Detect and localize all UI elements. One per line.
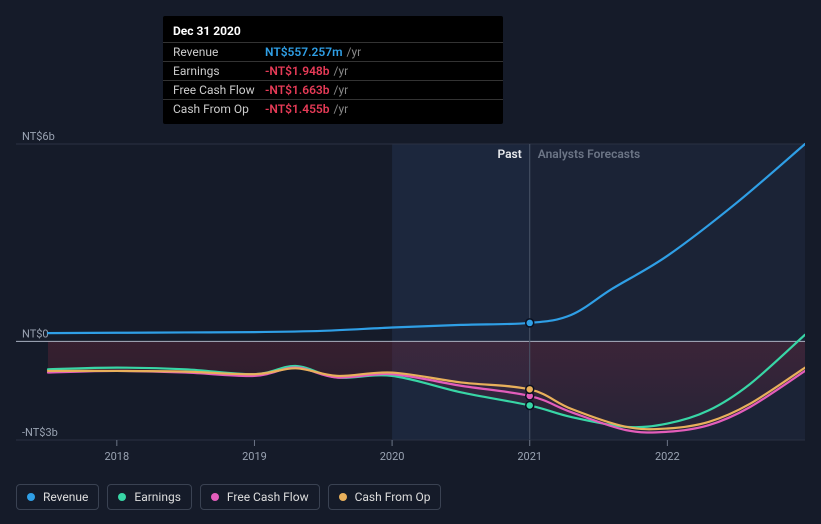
tooltip-value: NT$557.257m [265,45,343,59]
legend-label: Free Cash Flow [227,490,309,504]
tooltip-title: Dec 31 2020 [163,22,503,42]
svg-text:NT$6b: NT$6b [22,130,55,143]
legend-dot [339,493,347,501]
tooltip-row: RevenueNT$557.257m/yr [163,42,503,61]
legend-item[interactable]: Free Cash Flow [200,484,320,510]
legend-label: Cash From Op [355,490,431,504]
tooltip-unit: /yr [334,102,349,116]
svg-text:Analysts Forecasts: Analysts Forecasts [538,147,640,161]
tooltip-value: -NT$1.663b [265,83,330,97]
tooltip-row: Cash From Op-NT$1.455b/yr [163,99,503,118]
legend-label: Revenue [43,490,88,504]
tooltip-unit: /yr [347,45,362,59]
svg-text:2019: 2019 [242,450,267,463]
tooltip-label: Free Cash Flow [173,83,265,97]
svg-text:2022: 2022 [655,450,680,463]
legend-item[interactable]: Earnings [107,484,192,510]
tooltip-label: Earnings [173,64,265,78]
svg-text:-NT$3b: -NT$3b [22,426,58,439]
tooltip-label: Revenue [173,45,265,59]
legend-dot [211,493,219,501]
legend-dot [27,493,35,501]
tooltip-unit: /yr [334,64,349,78]
chart-legend: Revenue Earnings Free Cash Flow Cash From O… [16,484,441,510]
legend-label: Earnings [134,490,181,504]
chart-tooltip: Dec 31 2020 RevenueNT$557.257m/yrEarning… [163,16,503,124]
svg-text:NT$0: NT$0 [22,327,49,340]
legend-dot [118,493,126,501]
tooltip-value: -NT$1.455b [265,102,330,116]
legend-item[interactable]: Cash From Op [328,484,442,510]
tooltip-row: Free Cash Flow-NT$1.663b/yr [163,80,503,99]
svg-text:2020: 2020 [380,450,405,463]
tooltip-value: -NT$1.948b [265,64,330,78]
financials-chart[interactable]: -NT$3b NT$0 NT$6b Past Analysts Forecasts 201… [16,120,805,480]
svg-text:2021: 2021 [517,450,542,463]
tooltip-label: Cash From Op [173,102,265,116]
chart-svg: -NT$3b NT$0 NT$6b Past Analysts Forecasts 201… [16,120,805,480]
tooltip-row: Earnings-NT$1.948b/yr [163,61,503,80]
svg-text:2018: 2018 [104,450,129,463]
tooltip-rows: RevenueNT$557.257m/yrEarnings-NT$1.948b/… [163,42,503,118]
svg-text:Past: Past [497,147,521,161]
legend-item[interactable]: Revenue [16,484,99,510]
tooltip-unit: /yr [334,83,349,97]
